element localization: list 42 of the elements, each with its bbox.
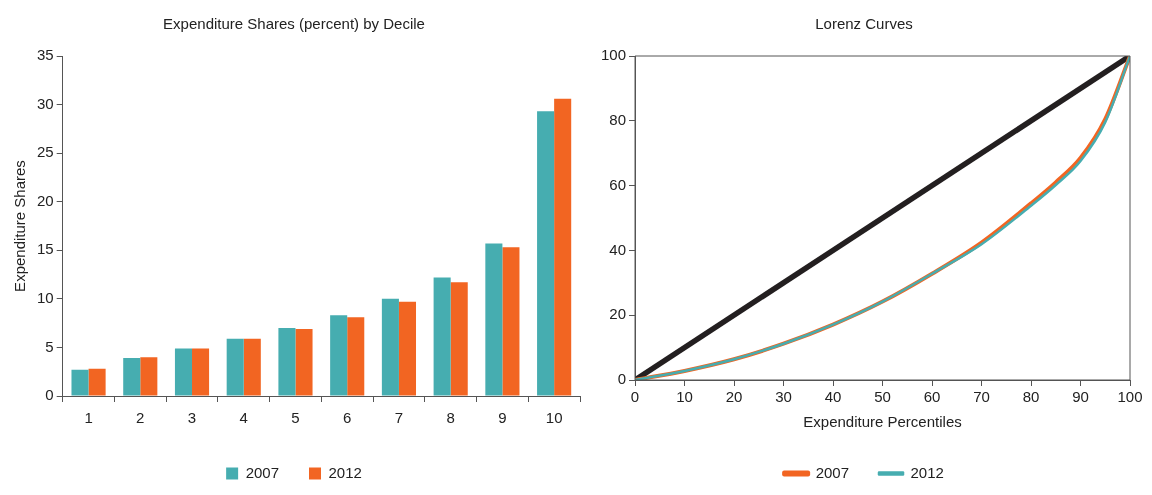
legend-label: 2007 — [815, 463, 850, 481]
x-tick-label: 10 — [676, 388, 693, 406]
y-axis-title: Expenditure Shares — [11, 160, 29, 292]
x-tick-label: 9 — [498, 409, 507, 427]
chart-title: Expenditure Shares (percent) by Decile — [163, 15, 425, 33]
x-tick-label: 20 — [725, 388, 743, 406]
y-tick-label: 0 — [617, 370, 627, 388]
x-tick-label: 0 — [630, 388, 640, 406]
y-tick-label: 10 — [37, 289, 54, 306]
x-tick-label: 60 — [923, 388, 941, 406]
x-tick-label: 7 — [394, 409, 404, 427]
x-tick-label: 50 — [874, 388, 891, 406]
y-tick-label: 60 — [609, 175, 627, 193]
x-tick-label: 80 — [1022, 388, 1040, 406]
x-tick-label: 4 — [239, 409, 248, 427]
x-tick-label: 6 — [343, 409, 352, 427]
x-tick-label: 30 — [775, 388, 792, 406]
chart-title: Lorenz Curves — [815, 15, 913, 33]
x-tick-label: 100 — [1117, 388, 1143, 406]
y-tick-label: 5 — [45, 337, 54, 355]
x-tick-label: 90 — [1072, 388, 1089, 406]
y-tick-label: 15 — [37, 240, 54, 258]
legend-label: 2012 — [910, 463, 944, 481]
x-tick-label: 40 — [824, 388, 842, 406]
y-tick-label: 20 — [609, 305, 627, 323]
y-tick-label: 100 — [601, 46, 627, 64]
x-tick-label: 1 — [84, 409, 93, 427]
x-tick-label: 2 — [136, 409, 145, 427]
legend-label: 2007 — [245, 463, 280, 481]
y-tick-label: 20 — [37, 191, 54, 209]
legend-label: 2012 — [328, 463, 362, 481]
y-tick-label: 80 — [609, 110, 627, 128]
y-tick-label: 40 — [609, 240, 627, 258]
y-tick-label: 25 — [37, 143, 54, 161]
y-tick-label: 30 — [37, 94, 54, 112]
x-tick-label: 10 — [545, 409, 563, 427]
x-tick-label: 3 — [187, 409, 197, 427]
y-tick-label: 35 — [37, 46, 54, 64]
x-tick-label: 8 — [446, 409, 455, 427]
x-axis-title: Expenditure Percentiles — [803, 413, 962, 431]
x-tick-label: 70 — [973, 388, 990, 406]
x-tick-label: 5 — [291, 409, 300, 427]
